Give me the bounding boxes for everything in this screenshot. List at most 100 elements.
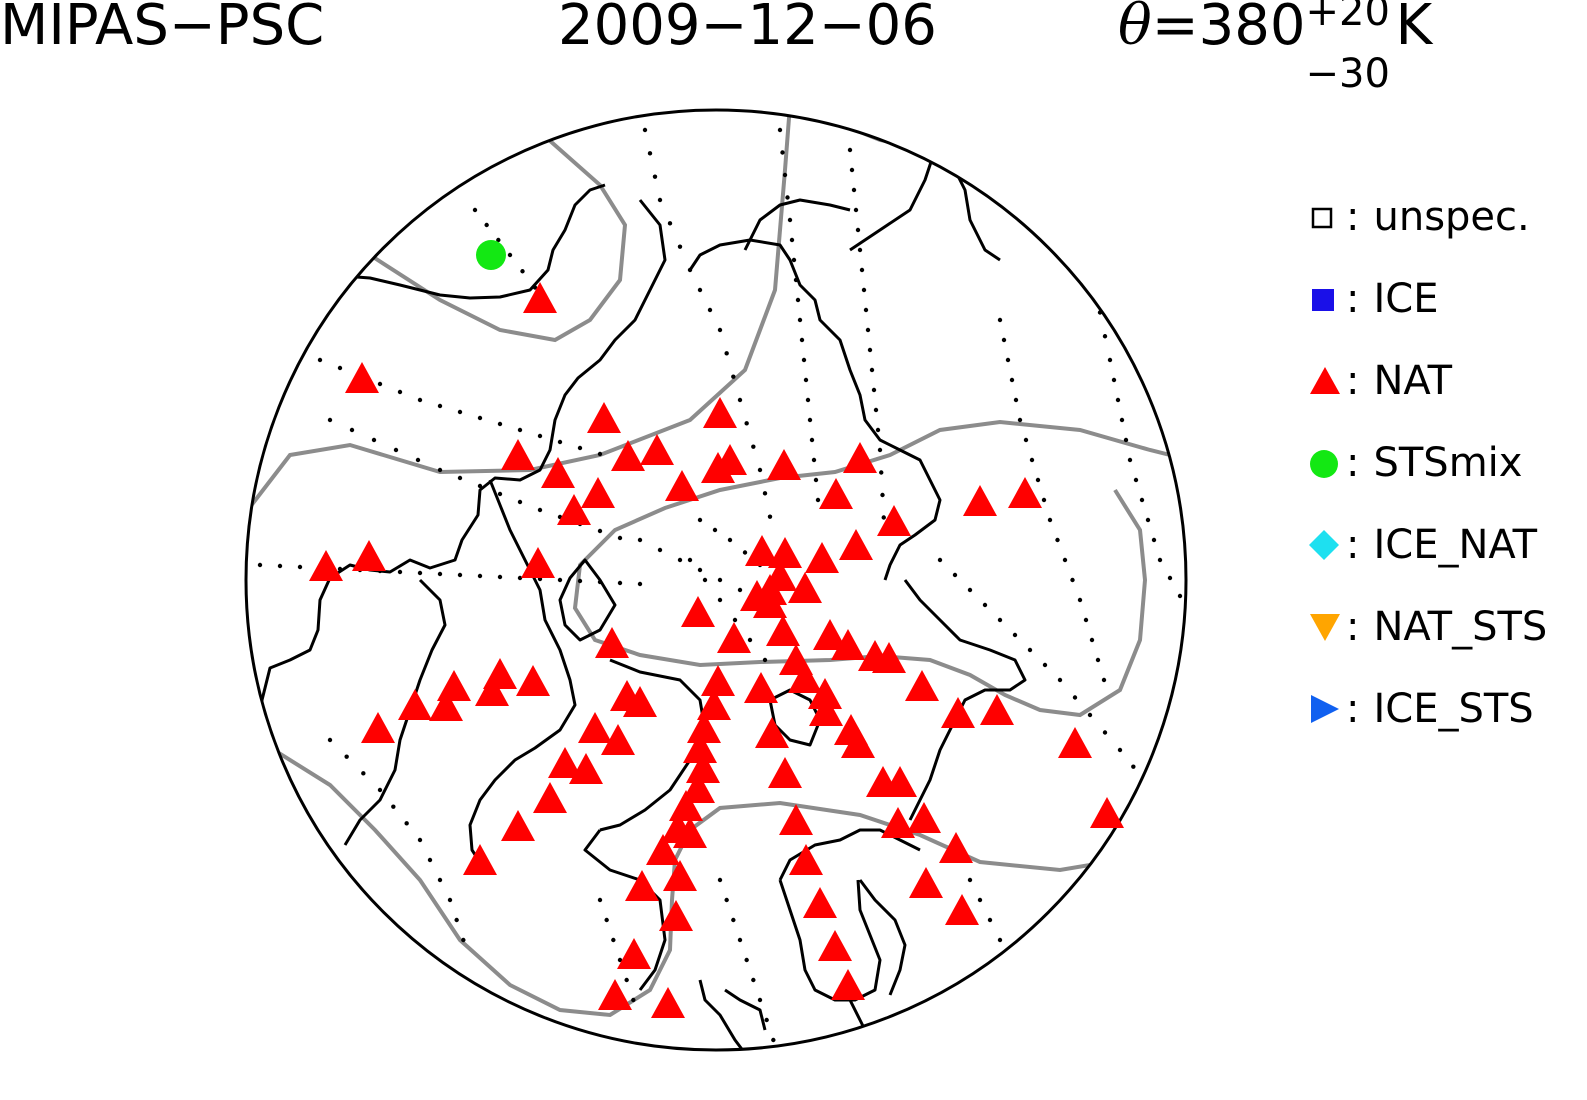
measurement-dot xyxy=(532,285,538,290)
measurement-dot xyxy=(537,507,543,513)
measurement-dot xyxy=(361,771,366,776)
measurement-dot xyxy=(1151,537,1157,543)
measurement-dot xyxy=(454,917,459,923)
nat-marker xyxy=(701,665,735,696)
measurement-dot xyxy=(391,804,396,809)
theta-level-title: θ=380 +20 −30 K xyxy=(1118,0,1432,94)
measurement-dot xyxy=(813,477,819,483)
theta-sub: −30 xyxy=(1305,51,1390,97)
measurement-dot xyxy=(865,327,871,333)
measurement-dot xyxy=(1072,695,1078,700)
measurement-dot xyxy=(1119,417,1125,423)
nat-marker xyxy=(673,817,707,848)
nat-marker xyxy=(587,402,621,433)
nat-marker xyxy=(1090,797,1124,828)
measurement-dot xyxy=(404,821,409,826)
measurement-dot xyxy=(604,917,609,923)
nat-marker xyxy=(683,732,717,763)
measurement-dot xyxy=(657,547,663,553)
measurement-dot xyxy=(597,579,603,585)
measurement-dot xyxy=(497,421,503,427)
nat-marker xyxy=(578,712,612,743)
measurement-dot xyxy=(737,937,743,943)
measurement-dot xyxy=(847,147,853,153)
measurement-dot xyxy=(744,957,749,963)
measurement-dot xyxy=(1005,357,1011,363)
measurement-dot xyxy=(747,637,753,643)
nat-marker xyxy=(1058,727,1092,758)
measurement-dot xyxy=(717,597,723,603)
measurement-dot xyxy=(557,577,563,583)
measurement-dot xyxy=(757,467,763,473)
measurement-dot xyxy=(1111,377,1117,383)
measurement-dot xyxy=(520,269,525,274)
measurement-dot xyxy=(497,574,503,580)
nat-marker xyxy=(595,627,629,658)
measurement-dot xyxy=(707,307,713,313)
measurement-dot xyxy=(1029,457,1035,463)
measurement-dot xyxy=(937,557,943,563)
nat-marker xyxy=(437,670,471,701)
measurement-dot xyxy=(477,573,483,579)
nat-marker xyxy=(617,938,651,969)
measurement-dot xyxy=(1087,262,1093,268)
measurement-dot xyxy=(667,221,673,226)
measurement-dot xyxy=(1009,377,1015,383)
measurement-dot xyxy=(617,580,623,586)
measurement-dot xyxy=(597,451,603,457)
measurement-dot xyxy=(857,247,863,253)
nat-marker xyxy=(611,440,645,471)
nat-marker xyxy=(659,900,693,931)
nat-marker xyxy=(881,807,915,838)
legend-colon: : xyxy=(1346,358,1360,404)
measurement-dot xyxy=(577,445,583,451)
nat-marker xyxy=(625,870,659,901)
measurement-dot xyxy=(871,387,877,393)
measurement-dot xyxy=(751,977,756,983)
measurement-dot xyxy=(879,470,884,475)
measurement-dot xyxy=(677,557,683,563)
nat-marker xyxy=(697,689,731,720)
measurement-dot xyxy=(1133,477,1139,483)
measurement-dot xyxy=(793,277,799,283)
measurement-dot xyxy=(349,427,355,433)
measurement-dot xyxy=(652,174,658,179)
measurement-dot xyxy=(297,564,303,570)
measurement-dot xyxy=(472,207,478,213)
measurement-dot xyxy=(517,427,523,433)
legend-colon: : xyxy=(1346,194,1360,240)
theta-unit: K xyxy=(1395,0,1433,58)
measurement-dot xyxy=(1013,397,1019,403)
measurement-dot xyxy=(393,447,399,453)
measurement-dot xyxy=(997,317,1003,323)
measurement-dot xyxy=(327,417,333,423)
measurement-dot xyxy=(637,581,643,587)
legend-colon: : xyxy=(1346,276,1360,322)
nat-marker xyxy=(352,540,386,571)
nat-marker xyxy=(663,860,697,891)
nat-marker xyxy=(907,802,941,833)
nat-marker xyxy=(788,662,822,693)
measurement-dot xyxy=(1198,630,1202,634)
measurement-dot xyxy=(277,563,283,569)
measurement-dot xyxy=(1145,517,1151,523)
measurement-dot xyxy=(795,297,801,303)
measurement-dot xyxy=(873,407,879,413)
nat-marker xyxy=(533,782,567,813)
measurement-dot xyxy=(1139,497,1145,503)
measurement-dot xyxy=(1102,334,1108,339)
nat-marker xyxy=(1008,477,1042,508)
measurement-dot xyxy=(337,365,343,371)
legend-colon: : xyxy=(1346,604,1360,650)
measurement-dot xyxy=(1102,730,1108,735)
legend-item-nat: : NAT xyxy=(1308,356,1452,406)
measurement-dot xyxy=(732,617,738,623)
measurement-dot xyxy=(257,562,263,568)
nat-marker xyxy=(872,642,906,673)
legend-item-unspec: : unspec. xyxy=(1308,192,1530,242)
measurement-dot xyxy=(507,252,513,258)
measurement-dot xyxy=(1012,632,1018,638)
measurement-dot xyxy=(712,527,718,533)
theta-sup: +20 xyxy=(1305,0,1390,35)
measurement-dot xyxy=(811,457,817,463)
